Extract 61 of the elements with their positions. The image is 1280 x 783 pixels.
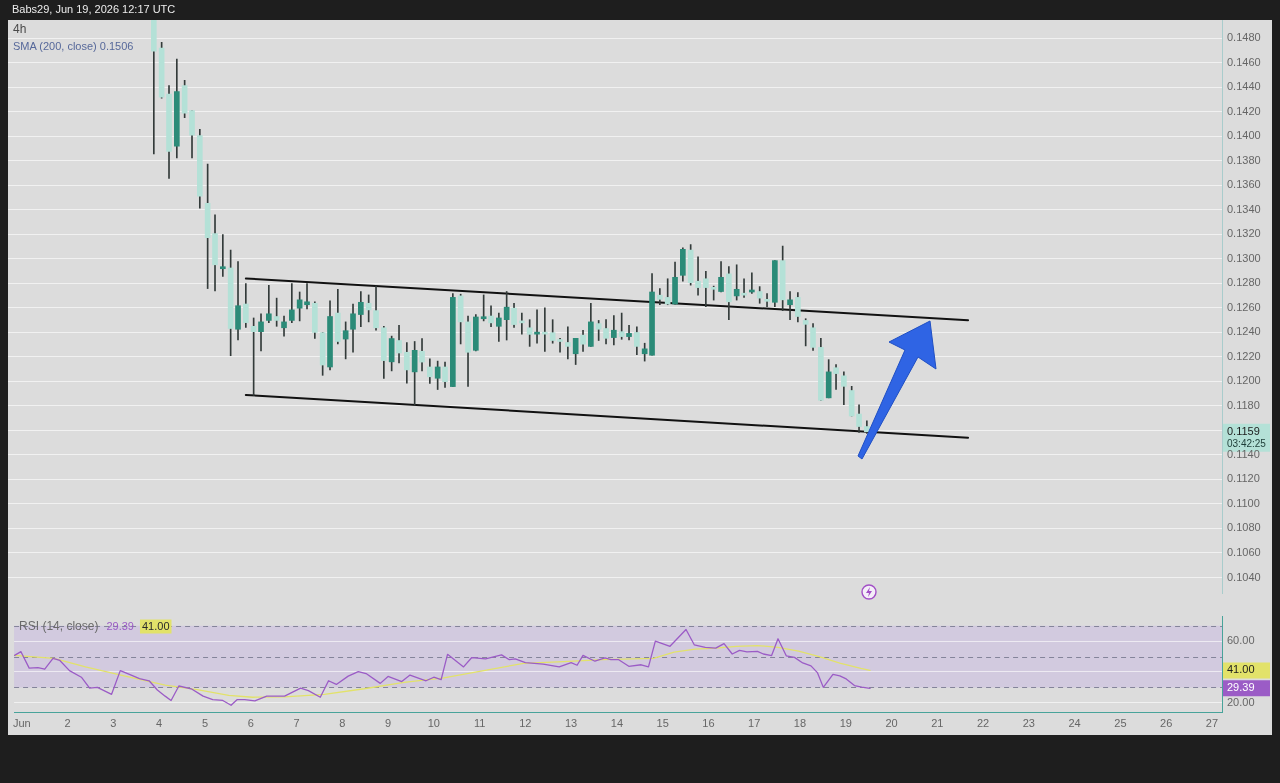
- text: Babs29, Jun 19, 2026 12:17 UTC: [12, 3, 176, 16]
- y-tick-label: 0.1380: [1227, 153, 1261, 166]
- y-tick-label: 0.1140: [1227, 447, 1260, 460]
- x-tick-label: 8: [339, 716, 346, 729]
- chart-title: RSI (14, close): [19, 618, 99, 633]
- y-tick-label: 0.1080: [1227, 521, 1261, 534]
- annotation: 41.00: [141, 619, 170, 632]
- y-tick-label: 0.1440: [1227, 80, 1261, 93]
- y-tick-label: 0.1100: [1227, 496, 1260, 509]
- y-tick-label: 0.1460: [1227, 55, 1261, 68]
- x-tick-label: 20: [885, 716, 898, 729]
- y-tick-label: 0.1320: [1227, 227, 1261, 240]
- y-tick-label: 0.1480: [1227, 31, 1261, 44]
- y-tick-label: 0.1040: [1227, 570, 1261, 583]
- x-tick-label: 2: [64, 716, 71, 729]
- x-tick-label: 4: [156, 716, 163, 729]
- text: 03:42:25: [1227, 438, 1267, 450]
- x-tick-label: 17: [748, 716, 761, 729]
- y-tick-label: 0.1340: [1227, 202, 1261, 215]
- x-tick-label: 21: [931, 716, 944, 729]
- y-tick-label: 60.00: [1227, 634, 1255, 647]
- y-tick-label: 0.1300: [1227, 251, 1261, 264]
- y-tick-label: 0.1200: [1227, 374, 1261, 387]
- x-tick-label: 6: [247, 716, 254, 729]
- x-tick-label: 14: [610, 716, 624, 729]
- y-tick-label: 0.1280: [1227, 276, 1261, 289]
- y-tick-label: 0.1220: [1227, 349, 1261, 362]
- y-tick-label: 0.1260: [1227, 300, 1261, 313]
- x-tick-label: 11: [473, 716, 486, 729]
- y-tick-label: 0.1060: [1227, 546, 1261, 558]
- x-tick-label: 18: [793, 716, 807, 729]
- y-tick-label: 20.00: [1227, 695, 1255, 708]
- x-tick-label: 10: [427, 716, 440, 729]
- x-tick-label: 12: [519, 716, 532, 729]
- y-tick-label: 0.1360: [1227, 178, 1261, 191]
- x-tick-label: Jun: [12, 716, 31, 729]
- x-tick-label: 24: [1068, 716, 1081, 729]
- y-tick-label: 0.1420: [1227, 104, 1261, 117]
- x-tick-label: 26: [1160, 716, 1173, 729]
- x-tick-label: 3: [110, 716, 117, 729]
- y-tick-label: 41.00: [1227, 663, 1255, 676]
- y-tick-label: 0.1159: [1227, 424, 1260, 437]
- x-tick-label: 16: [702, 716, 715, 729]
- x-tick-label: 25: [1114, 716, 1127, 729]
- text: SMA (200, close) 0.1506: [13, 40, 134, 53]
- annotation: 29.39: [106, 619, 134, 632]
- y-tick-label: 0.1180: [1227, 398, 1260, 411]
- y-tick-label: 0.1240: [1227, 325, 1261, 338]
- y-tick-label: 29.39: [1227, 681, 1255, 694]
- x-tick-label: 27: [1205, 716, 1219, 729]
- y-tick-label: 0.1120: [1227, 472, 1260, 485]
- x-tick-label: 19: [839, 716, 852, 729]
- x-tick-label: 5: [201, 716, 209, 729]
- y-tick-label: 0.1400: [1227, 129, 1261, 142]
- x-tick-label: 13: [565, 716, 578, 729]
- x-tick-label: 9: [384, 716, 392, 729]
- x-tick-label: 22: [976, 716, 990, 729]
- chart-title: 4h: [13, 22, 27, 37]
- x-tick-label: 15: [656, 716, 669, 729]
- x-tick-label: 7: [293, 716, 300, 729]
- x-tick-label: 23: [1022, 716, 1035, 729]
